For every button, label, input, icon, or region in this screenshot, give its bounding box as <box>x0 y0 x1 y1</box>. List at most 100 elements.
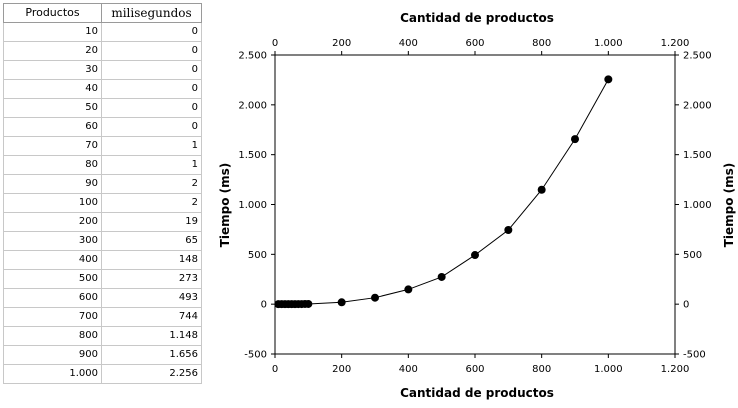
cell-milisegundos[interactable]: 0 <box>101 98 202 118</box>
table-row: 500 273 <box>3 269 202 289</box>
table-row: 800 1.148 <box>3 326 202 346</box>
cell-milisegundos[interactable]: 65 <box>101 231 202 251</box>
cell-productos[interactable]: 900 <box>3 345 102 365</box>
data-table: Productos milisegundos 10 0 20 0 30 0 40 0 50 0 60… <box>3 3 202 384</box>
data-point <box>404 285 413 294</box>
y-tick-label-right: 1.000 <box>683 200 712 211</box>
table-body: 10 0 20 0 30 0 40 0 50 0 60 0 70 1 80 1 90 2 100 2 200 19 300 6… <box>3 22 202 384</box>
cell-productos[interactable]: 60 <box>3 117 102 137</box>
cell-milisegundos[interactable]: 148 <box>101 250 202 270</box>
cell-milisegundos[interactable]: 19 <box>101 212 202 232</box>
cell-milisegundos[interactable]: 2 <box>101 174 202 194</box>
table-row: 1.000 2.256 <box>3 364 202 384</box>
cell-milisegundos[interactable]: 2 <box>101 193 202 213</box>
cell-productos[interactable]: 40 <box>3 79 102 99</box>
plot-area <box>274 54 676 355</box>
x-tick-label-bottom: 400 <box>399 364 418 375</box>
x-axis-title-top: Cantidad de productos <box>400 11 554 25</box>
cell-milisegundos[interactable]: 0 <box>101 79 202 99</box>
table-row: 300 65 <box>3 231 202 251</box>
table-row: 80 1 <box>3 155 202 175</box>
y-tick-label-right: 2.000 <box>683 100 712 111</box>
column-header-productos[interactable]: Productos <box>3 3 102 23</box>
x-tick-label-bottom: 0 <box>272 364 278 375</box>
y-tick-label-left: 0 <box>261 300 267 311</box>
x-axis-title-bottom: Cantidad de productos <box>400 386 554 400</box>
cell-productos[interactable]: 800 <box>3 326 102 346</box>
data-point <box>604 75 613 84</box>
x-tick-label-top: 600 <box>465 38 484 49</box>
cell-productos[interactable]: 70 <box>3 136 102 156</box>
y-tick-label-left: 500 <box>248 250 267 261</box>
y-tick-label-left: -500 <box>244 350 267 361</box>
cell-productos[interactable]: 100 <box>3 193 102 213</box>
cell-milisegundos[interactable]: 273 <box>101 269 202 289</box>
x-tick-label-bottom: 1.200 <box>661 364 690 375</box>
x-tick-label-bottom: 200 <box>332 364 351 375</box>
ticks <box>271 51 679 358</box>
cell-productos[interactable]: 400 <box>3 250 102 270</box>
table-row: 70 1 <box>3 136 202 156</box>
cell-milisegundos[interactable]: 0 <box>101 60 202 80</box>
cell-milisegundos[interactable]: 1.148 <box>101 326 202 346</box>
table-row: 90 2 <box>3 174 202 194</box>
cell-productos[interactable]: 300 <box>3 231 102 251</box>
tick-labels: 0 0 200 200 400 400 600 600 800 800 1.000 1.000 1.20… <box>238 38 711 375</box>
cell-productos[interactable]: 700 <box>3 307 102 327</box>
table-row: 200 19 <box>3 212 202 232</box>
column-header-milisegundos[interactable]: milisegundos <box>101 3 202 23</box>
cell-productos[interactable]: 50 <box>3 98 102 118</box>
y-tick-label-right: 1.500 <box>683 150 712 161</box>
cell-productos[interactable]: 90 <box>3 174 102 194</box>
table-row: 400 148 <box>3 250 202 270</box>
table-row: 10 0 <box>3 22 202 42</box>
x-tick-label-bottom: 1.000 <box>594 364 623 375</box>
cell-productos[interactable]: 600 <box>3 288 102 308</box>
data-point <box>471 251 479 260</box>
table-row: 40 0 <box>3 79 202 99</box>
table-row: 100 2 <box>3 193 202 213</box>
table-row: 900 1.656 <box>3 345 202 365</box>
table-row: 50 0 <box>3 98 202 118</box>
cell-productos[interactable]: 80 <box>3 155 102 175</box>
data-point <box>304 299 313 308</box>
data-points <box>274 75 613 309</box>
cell-milisegundos[interactable]: 744 <box>101 307 202 327</box>
y-tick-label-right: 2.500 <box>683 51 712 62</box>
cell-productos[interactable]: 500 <box>3 269 102 289</box>
table-header-row: Productos milisegundos <box>3 3 202 23</box>
y-tick-label-left: 2.000 <box>238 100 267 111</box>
y-tick-label-right: -500 <box>683 350 706 361</box>
y-tick-label-left: 1.000 <box>238 200 267 211</box>
x-tick-label-top: 800 <box>532 38 551 49</box>
cell-milisegundos[interactable]: 1.656 <box>101 345 202 365</box>
cell-milisegundos[interactable]: 2.256 <box>101 364 202 384</box>
cell-milisegundos[interactable]: 0 <box>101 117 202 137</box>
cell-productos[interactable]: 200 <box>3 212 102 232</box>
chart: 0 0 200 200 400 400 600 600 800 800 1.000 1.000 1.20… <box>218 11 736 400</box>
table-row: 20 0 <box>3 41 202 61</box>
y-tick-label-left: 1.500 <box>238 150 267 161</box>
cell-productos[interactable]: 30 <box>3 60 102 80</box>
y-tick-label-left: 2.500 <box>238 51 267 62</box>
x-tick-label-top: 1.000 <box>594 38 623 49</box>
x-tick-label-bottom: 600 <box>465 364 484 375</box>
x-tick-label-bottom: 800 <box>532 364 551 375</box>
cell-milisegundos[interactable]: 1 <box>101 155 202 175</box>
cell-milisegundos[interactable]: 493 <box>101 288 202 308</box>
cell-productos[interactable]: 10 <box>3 22 102 42</box>
y-axis-title-right: Tiempo (ms) <box>722 163 736 248</box>
table-row: 30 0 <box>3 60 202 80</box>
cell-productos[interactable]: 1.000 <box>3 364 102 384</box>
y-tick-label-right: 500 <box>683 250 702 261</box>
x-tick-label-top: 1.200 <box>661 38 690 49</box>
x-tick-label-top: 200 <box>332 38 351 49</box>
cell-milisegundos[interactable]: 0 <box>101 41 202 61</box>
cell-milisegundos[interactable]: 0 <box>101 22 202 42</box>
y-tick-label-right: 0 <box>683 300 689 311</box>
table-row: 60 0 <box>3 117 202 137</box>
table-row: 600 493 <box>3 288 202 308</box>
cell-productos[interactable]: 20 <box>3 41 102 61</box>
cell-milisegundos[interactable]: 1 <box>101 136 202 156</box>
data-point <box>371 293 379 302</box>
